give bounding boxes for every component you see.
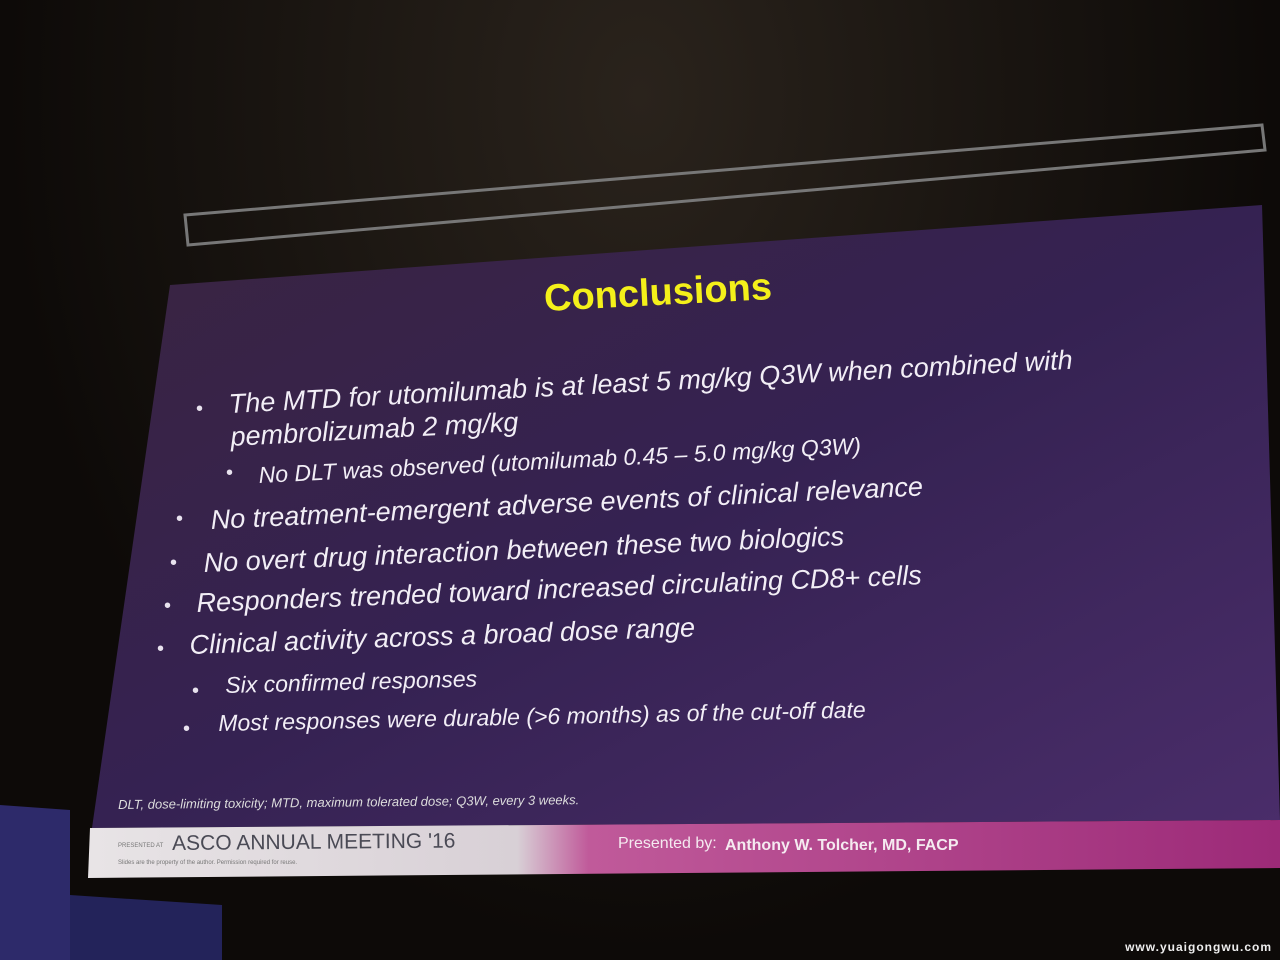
bullet: • xyxy=(164,595,172,617)
watermark: www.yuaigongwu.com xyxy=(1125,940,1272,954)
bullet: • xyxy=(157,638,165,660)
rights-note: Slides are the property of the author. P… xyxy=(118,860,298,866)
truss xyxy=(183,123,1267,247)
bullet: • xyxy=(176,508,184,530)
bullet: • xyxy=(170,552,178,574)
presented-at: PRESENTED AT xyxy=(118,843,164,849)
bullet: • xyxy=(196,398,204,420)
footer-bar xyxy=(88,820,1280,878)
side-screen xyxy=(70,895,222,960)
slide xyxy=(92,205,1280,828)
presenter-name: Anthony W. Tolcher, MD, FACP xyxy=(725,837,959,854)
side-screen xyxy=(0,805,70,960)
bullet: • xyxy=(192,680,200,702)
bullet: • xyxy=(183,718,191,740)
presented-by-label: Presented by: xyxy=(618,835,717,852)
bullet: • xyxy=(226,462,234,484)
meeting-name: ASCO ANNUAL MEETING '16 xyxy=(172,829,456,855)
